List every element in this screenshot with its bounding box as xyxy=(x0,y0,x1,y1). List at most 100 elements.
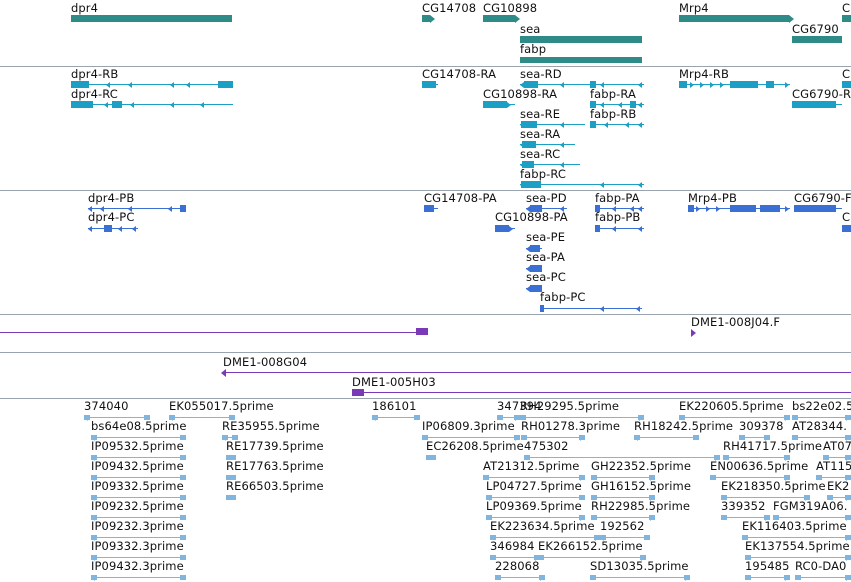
sd13035-5prime-line[interactable] xyxy=(590,577,690,578)
gh22352-5prime-block[interactable] xyxy=(591,475,597,480)
346984-block[interactable] xyxy=(490,555,496,560)
309378-block[interactable] xyxy=(739,435,745,440)
sea-rc-exon[interactable] xyxy=(522,161,534,168)
186101-block[interactable] xyxy=(414,415,420,420)
bs64e08-5prime-line[interactable] xyxy=(91,437,186,438)
fabp-rc-intron-line[interactable] xyxy=(520,184,644,185)
lp09369-5prime-block[interactable] xyxy=(486,515,492,520)
mrp4-pb-exon[interactable] xyxy=(730,205,756,212)
re17763-5prime-block[interactable] xyxy=(230,475,236,480)
fabp-pa-exon[interactable] xyxy=(595,205,600,212)
374040-block[interactable] xyxy=(144,415,150,420)
339352-line[interactable] xyxy=(721,517,770,518)
ip09432-3prime-line[interactable] xyxy=(91,577,186,578)
fabp-rb-intron-line[interactable] xyxy=(590,124,644,125)
ip06809-3prime-block[interactable] xyxy=(422,435,428,440)
dpr4-pc-exon[interactable] xyxy=(104,225,112,232)
bs22e02-5-block[interactable] xyxy=(792,415,798,420)
rh41717-5prime-line[interactable] xyxy=(723,457,790,458)
ip09432-3prime-block[interactable] xyxy=(180,575,186,580)
ek266152-5prime-block[interactable] xyxy=(538,555,544,560)
cg14708-glyph[interactable] xyxy=(422,15,430,22)
ek218350-5prime-block[interactable] xyxy=(721,495,727,500)
re66503-5prime-block[interactable] xyxy=(226,495,232,500)
at28344-block[interactable] xyxy=(792,435,798,440)
bs22e02-5-line[interactable] xyxy=(792,417,851,418)
cg6790-glyph[interactable] xyxy=(792,36,842,43)
re17739-5prime-block[interactable] xyxy=(226,455,232,460)
sea-ra-intron-line[interactable] xyxy=(520,144,575,145)
rh22985-5prime-block[interactable] xyxy=(591,515,597,520)
fgm319a06-block[interactable] xyxy=(773,515,779,520)
ek220605-5prime-block[interactable] xyxy=(679,415,685,420)
cg14708-pa-exon[interactable] xyxy=(424,205,434,212)
mrp4-pb-exon[interactable] xyxy=(688,205,694,212)
346984-line[interactable] xyxy=(490,557,540,558)
fabp-pa-intron-line[interactable] xyxy=(595,208,644,209)
ip09332-5prime-line[interactable] xyxy=(91,497,186,498)
fabp-rb-exon[interactable] xyxy=(590,121,596,128)
gh22352-5prime-line[interactable] xyxy=(591,477,655,478)
ek223634-5prime-line[interactable] xyxy=(490,537,600,538)
lp09369-5prime-line[interactable] xyxy=(486,517,585,518)
rh01278-3prime-block[interactable] xyxy=(521,435,527,440)
ip09232-3prime-line[interactable] xyxy=(91,537,186,538)
re66503-5prime-block[interactable] xyxy=(230,495,236,500)
fabp-pb-intron-line[interactable] xyxy=(595,228,644,229)
347394-block[interactable] xyxy=(497,415,503,420)
ek137554-5prime-block[interactable] xyxy=(745,555,751,560)
fabp-ra-intron-line[interactable] xyxy=(590,104,644,105)
dpr4-rc-exon[interactable] xyxy=(112,101,122,108)
ip06809-3prime-line[interactable] xyxy=(422,437,520,438)
192562-line[interactable] xyxy=(600,537,650,538)
c-exon[interactable] xyxy=(842,81,851,88)
sea-pd-intron-line[interactable] xyxy=(526,208,567,209)
ek266152-5prime-line[interactable] xyxy=(538,557,646,558)
ip09332-3prime-line[interactable] xyxy=(91,557,186,558)
195485-block[interactable] xyxy=(745,575,751,580)
mrp4-rb-exon[interactable] xyxy=(679,81,687,88)
dpr4-pc-intron-line[interactable] xyxy=(88,228,138,229)
mrp4-pb-exon[interactable] xyxy=(760,205,780,212)
475302-block[interactable] xyxy=(524,455,530,460)
ek116403-5prime-block[interactable] xyxy=(742,535,748,540)
re35955-5prime-line[interactable] xyxy=(222,437,238,438)
fabp-rc-exon[interactable] xyxy=(521,181,541,188)
en00636-5prime-block[interactable] xyxy=(710,475,716,480)
cdna-alignment-line[interactable] xyxy=(0,332,418,333)
mrp4-glyph[interactable] xyxy=(679,15,789,22)
mrp4-rb-exon[interactable] xyxy=(766,81,774,88)
339352-block[interactable] xyxy=(721,515,727,520)
ip09232-3prime-block[interactable] xyxy=(180,535,186,540)
rh41717-5prime-block[interactable] xyxy=(723,455,729,460)
at07-block[interactable] xyxy=(823,455,829,460)
sea-glyph[interactable] xyxy=(520,36,642,43)
en00636-5prime-line[interactable] xyxy=(710,477,790,478)
fgm319a06-line[interactable] xyxy=(773,517,851,518)
dme1-005h03-line[interactable] xyxy=(364,392,851,393)
dpr4-rc-intron-line[interactable] xyxy=(71,104,233,105)
re17763-5prime-block[interactable] xyxy=(226,475,232,480)
sea-rd-exon[interactable] xyxy=(590,81,596,88)
sea-pe-exon[interactable] xyxy=(530,245,540,252)
dpr4-rc-exon[interactable] xyxy=(71,101,93,108)
ip09232-5prime-block[interactable] xyxy=(180,515,186,520)
dpr4-rb-exon[interactable] xyxy=(218,81,233,88)
fabp-ra-exon[interactable] xyxy=(590,101,596,108)
lp04727-5prime-line[interactable] xyxy=(486,497,585,498)
fabp-glyph[interactable] xyxy=(520,57,642,63)
374040-line[interactable] xyxy=(84,417,150,418)
sea-pc-exon[interactable] xyxy=(530,285,542,292)
rc0-da0-line[interactable] xyxy=(795,577,851,578)
bs64e08-5prime-block[interactable] xyxy=(180,435,186,440)
cg10898-pa-exon[interactable] xyxy=(495,225,509,232)
ek116403-5prime-line[interactable] xyxy=(742,537,851,538)
sea-pa-exon[interactable] xyxy=(530,265,542,272)
rh18242-5prime-block[interactable] xyxy=(693,435,699,440)
sea-rc-intron-line[interactable] xyxy=(520,164,580,165)
sea-re-exon[interactable] xyxy=(521,121,537,128)
192562-block[interactable] xyxy=(644,535,650,540)
fabp-pb-exon[interactable] xyxy=(595,225,600,232)
gh16152-5prime-block[interactable] xyxy=(591,495,597,500)
sea-rd-exon[interactable] xyxy=(524,81,538,88)
